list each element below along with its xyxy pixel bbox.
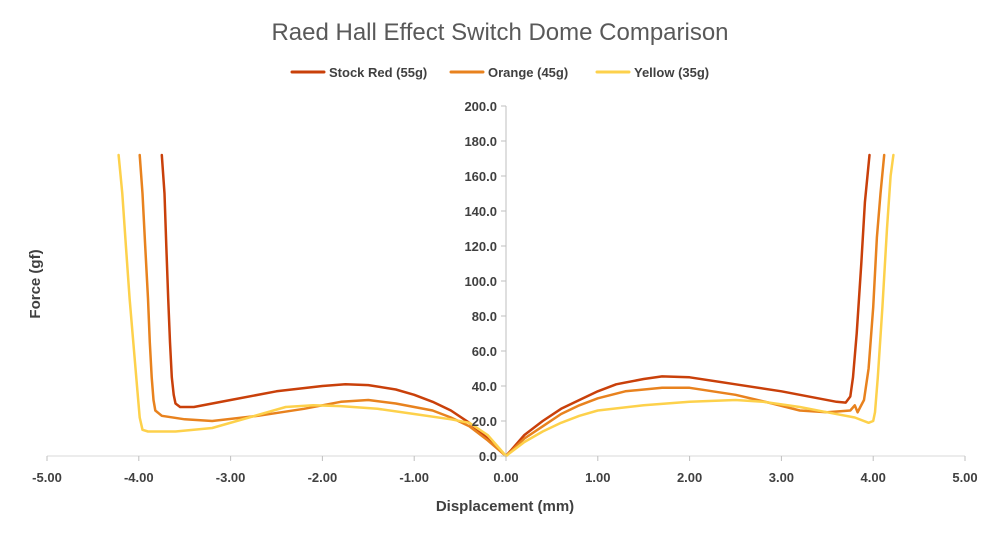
y-tick-label: 160.0 [464, 169, 497, 184]
y-tick-label: 0.0 [479, 449, 497, 464]
y-tick-label: 100.0 [464, 274, 497, 289]
x-tick-label: 1.00 [585, 470, 610, 485]
x-tick-label: -3.00 [216, 470, 246, 485]
x-tick-label: 5.00 [952, 470, 977, 485]
x-tick-label: -4.00 [124, 470, 154, 485]
legend-entry: Yellow (35g) [634, 65, 709, 80]
series-line [138, 153, 886, 458]
y-axis-ticks: 0.0 20.0 40.0 60.0 80.0 100.0 120.0 140.0 160.0 1… [464, 99, 506, 464]
x-tick-label: 0.00 [493, 470, 518, 485]
y-tick-label: 200.0 [464, 99, 497, 114]
chart-title: Raed Hall Effect Switch Dome Comparison [271, 19, 728, 46]
y-axis-label: Force (gf) [27, 249, 44, 318]
y-tick-label: 120.0 [464, 239, 497, 254]
x-axis-ticks: -5.00 -4.00 -3.00 -2.00 -1.00 0.00 1.00 2.00 3.0… [32, 456, 978, 485]
x-tick-label: 4.00 [861, 470, 886, 485]
y-tick-label: 80.0 [472, 309, 497, 324]
x-tick-label: -2.00 [308, 470, 338, 485]
x-tick-label: -1.00 [399, 470, 429, 485]
y-tick-label: 140.0 [464, 204, 497, 219]
y-tick-label: 180.0 [464, 134, 497, 149]
x-tick-label: -5.00 [32, 470, 62, 485]
x-axis-label: Displacement (mm) [436, 498, 574, 515]
y-tick-label: 60.0 [472, 344, 497, 359]
legend: Stock Red (55g) Orange (45g) Yellow (35g) [290, 65, 709, 80]
x-tick-label: 3.00 [769, 470, 794, 485]
legend-entry: Stock Red (55g) [329, 65, 427, 80]
legend-entry: Orange (45g) [488, 65, 568, 80]
y-tick-label: 40.0 [472, 379, 497, 394]
y-tick-label: 20.0 [472, 414, 497, 429]
x-tick-label: 2.00 [677, 470, 702, 485]
